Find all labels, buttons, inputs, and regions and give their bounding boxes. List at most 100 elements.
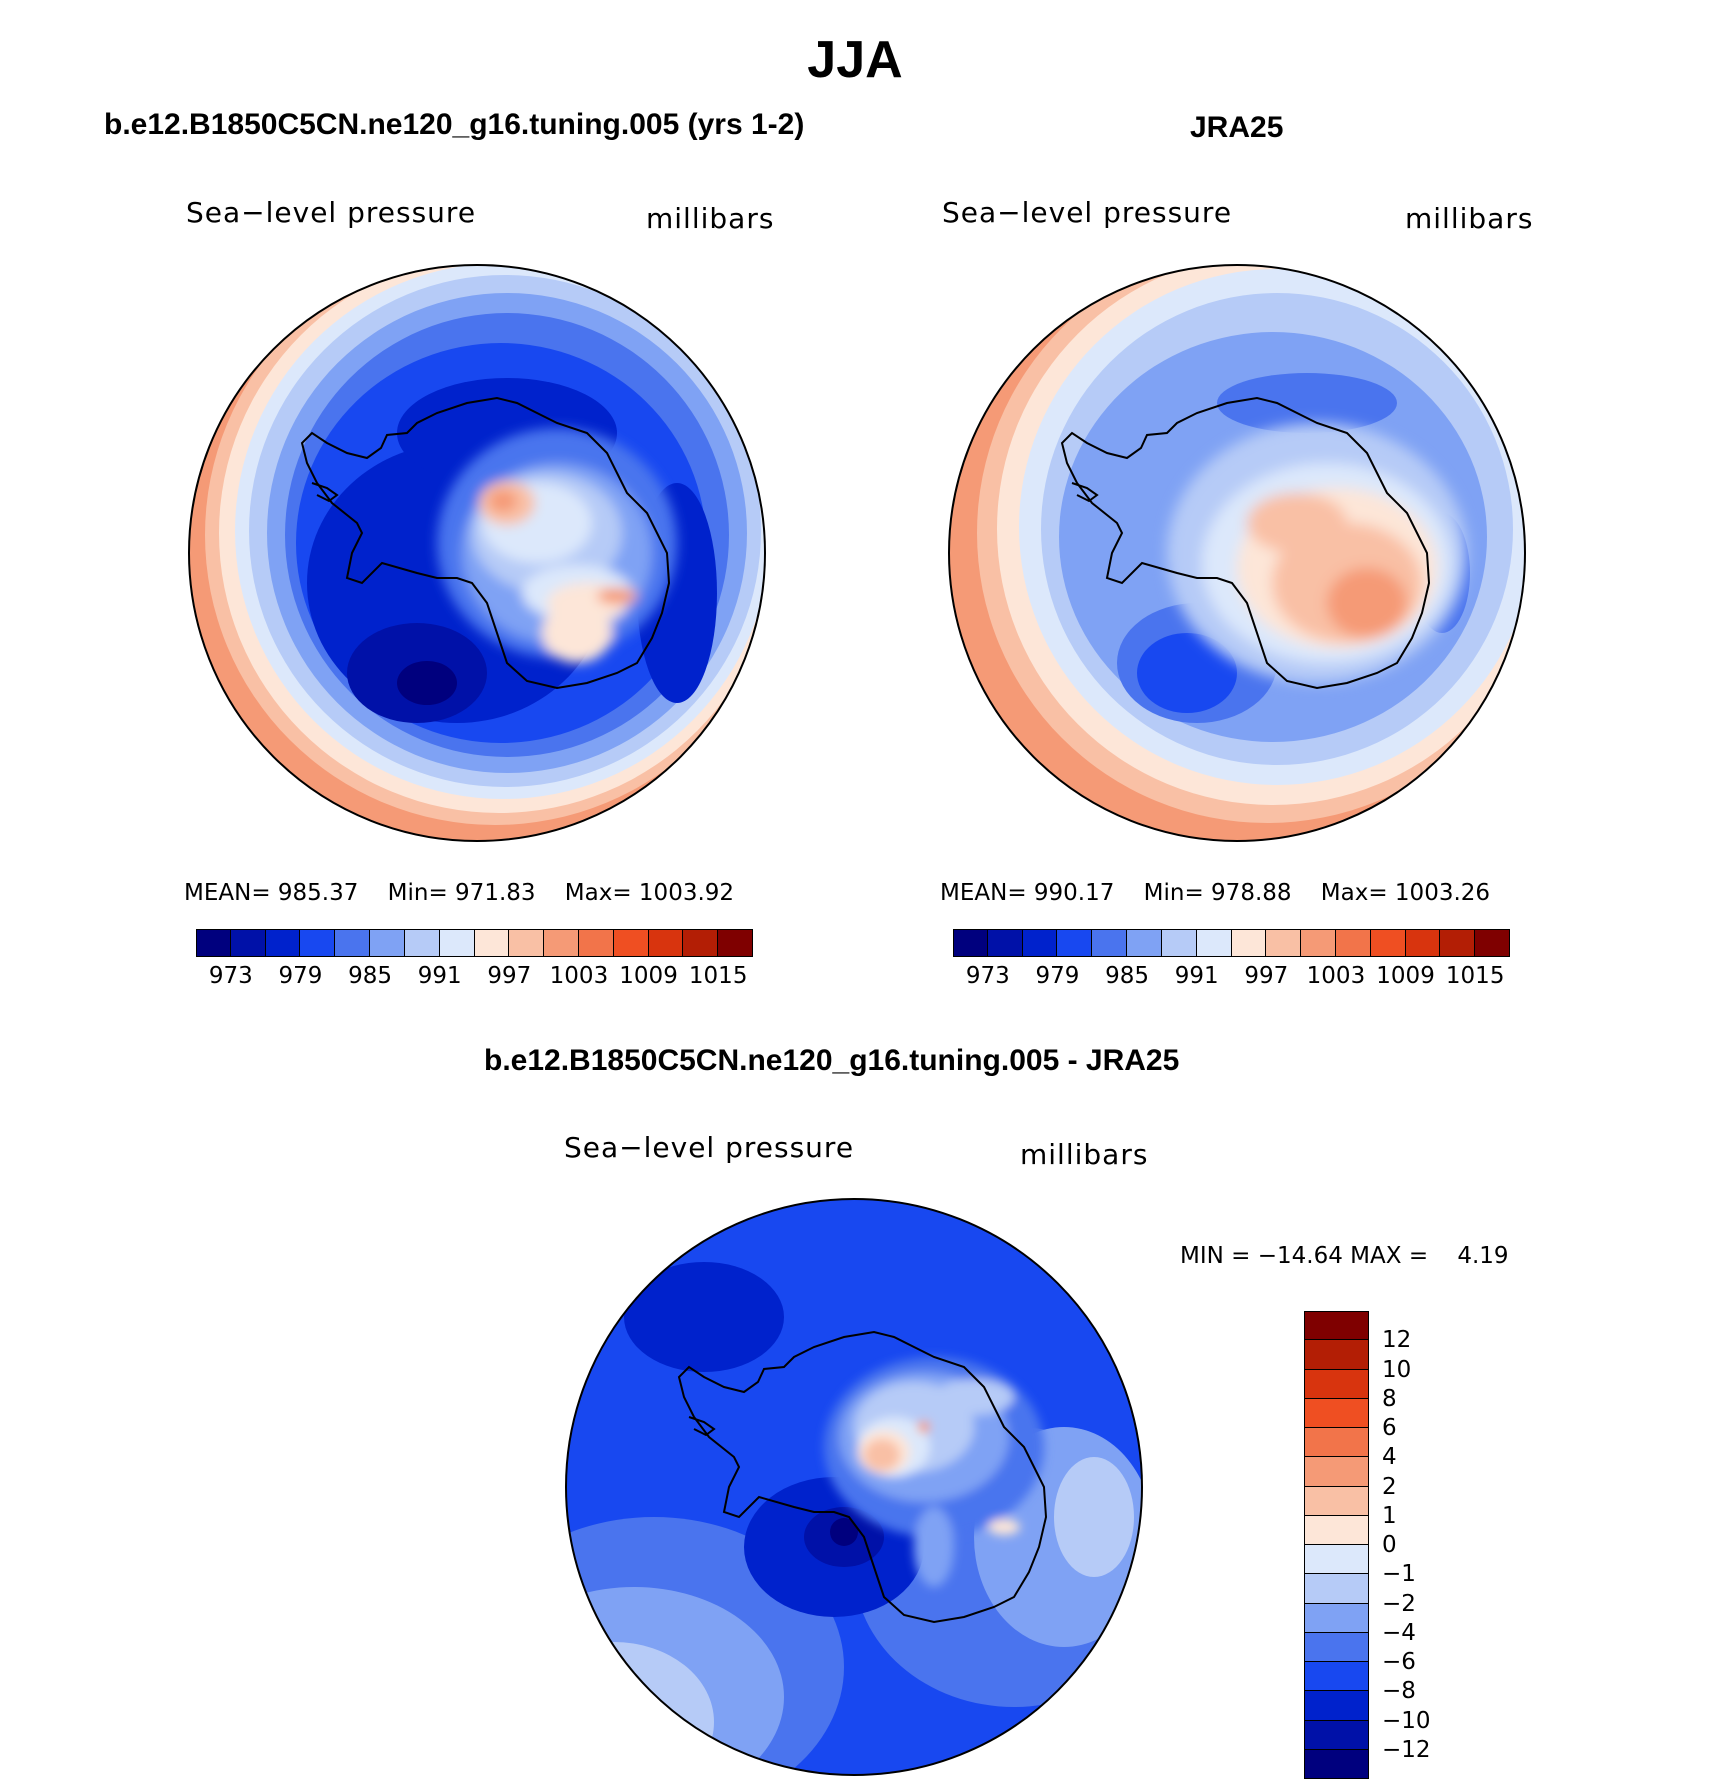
colorbar-swatch (613, 929, 649, 957)
colorbar-swatch (718, 929, 753, 957)
diff-map-border (565, 1198, 1143, 1776)
colorbar-swatch (1370, 929, 1406, 957)
obs-units-label: millibars (1405, 202, 1534, 235)
diff-colorbar (1304, 1311, 1369, 1779)
obs-max-label: Max= (1320, 880, 1388, 906)
diff-units-label: millibars (1020, 1138, 1149, 1171)
colorbar-swatch (439, 929, 475, 957)
diff-variable-label: Sea−level pressure (564, 1131, 855, 1164)
model-polar-map (188, 264, 766, 842)
colorbar-swatch (1304, 1603, 1369, 1633)
colorbar-tick-label: 973 (965, 963, 1010, 989)
colorbar-tick-label: 985 (348, 963, 393, 989)
diff-polar-map (565, 1198, 1143, 1776)
colorbar-tick-label: −6 (1382, 1649, 1416, 1675)
colorbar-tick-label: 979 (1035, 963, 1080, 989)
colorbar-swatch (1405, 929, 1441, 957)
colorbar-tick-label: 10 (1382, 1356, 1412, 1383)
colorbar-tick-label: 4 (1382, 1444, 1397, 1471)
colorbar-tick-label: −8 (1382, 1678, 1416, 1705)
colorbar-swatch (683, 929, 719, 957)
obs-mean-label: MEAN= (940, 880, 1027, 906)
model-stats: MEAN= 985.37 Min= 971.83 Max= 1003.92 (184, 880, 734, 906)
colorbar-swatch (1304, 1428, 1369, 1458)
colorbar-swatch (1057, 929, 1093, 957)
colorbar-swatch (987, 929, 1023, 957)
colorbar-swatch (1304, 1369, 1369, 1399)
diff-colorbar-ticks: 12 10 8 6 4 2 1 0 −1 −2 −4 −6 −8 −10 −12 (1382, 1311, 1442, 1779)
model-map-border (188, 264, 766, 842)
colorbar-swatch (230, 929, 266, 957)
colorbar-swatch (1304, 1574, 1369, 1604)
obs-variable-label: Sea−level pressure (942, 196, 1233, 229)
colorbar-swatch (1304, 1457, 1369, 1487)
colorbar-tick-label: 1003 (549, 963, 609, 989)
colorbar-swatch (1440, 929, 1476, 957)
colorbar-swatch (648, 929, 684, 957)
model-min-label: Min= (387, 880, 448, 906)
colorbar-swatch (1022, 929, 1058, 957)
obs-colorbar (953, 929, 1510, 957)
model-min-value: 971.83 (455, 880, 536, 906)
obs-stats: MEAN= 990.17 Min= 978.88 Max= 1003.26 (940, 880, 1490, 906)
colorbar-tick-label: 985 (1105, 963, 1150, 989)
colorbar-swatch (1266, 929, 1302, 957)
colorbar-swatch (1475, 929, 1510, 957)
diff-min-label: MIN = (1180, 1243, 1251, 1269)
colorbar-swatch (1304, 1691, 1369, 1721)
model-max-value: 1003.92 (638, 880, 735, 906)
colorbar-tick-label: 973 (208, 963, 253, 989)
colorbar-swatch (1196, 929, 1232, 957)
diff-max-label: MAX = (1350, 1243, 1429, 1269)
colorbar-swatch (1335, 929, 1371, 957)
colorbar-swatch (1231, 929, 1267, 957)
colorbar-tick-label: 8 (1382, 1385, 1397, 1412)
model-antarctica-coastline (300, 396, 671, 690)
colorbar-tick-label: 997 (1244, 963, 1289, 989)
obs-mean-value: 990.17 (1033, 880, 1115, 906)
colorbar-swatch (1301, 929, 1336, 957)
colorbar-swatch (335, 929, 371, 957)
colorbar-swatch (1304, 1749, 1369, 1779)
colorbar-tick-label: −4 (1382, 1619, 1416, 1646)
colorbar-swatch (1304, 1545, 1369, 1575)
obs-colorbar-ticks: 973 979 985 991 997 1003 1009 1015 (953, 963, 1510, 993)
model-max-label: Max= (564, 880, 632, 906)
colorbar-tick-label: 1003 (1306, 963, 1366, 989)
model-mean-label: MEAN= (184, 880, 271, 906)
colorbar-tick-label: 12 (1382, 1327, 1412, 1354)
diff-antarctica-coastline (677, 1330, 1048, 1624)
diff-stats: MIN = −14.64 MAX = 4.19 (1180, 1243, 1509, 1269)
colorbar-tick-label: −10 (1382, 1707, 1431, 1734)
colorbar-tick-label: 2 (1382, 1473, 1397, 1500)
colorbar-tick-label: −1 (1382, 1561, 1416, 1588)
colorbar-swatch (578, 929, 614, 957)
colorbar-tick-label: −12 (1382, 1736, 1431, 1763)
model-mean-value: 985.37 (277, 880, 359, 906)
model-units-label: millibars (646, 202, 775, 235)
colorbar-swatch (1304, 1398, 1369, 1428)
colorbar-swatch (370, 929, 405, 957)
colorbar-swatch (1304, 1515, 1369, 1545)
colorbar-tick-label: 1009 (619, 963, 678, 989)
obs-panel-title: JRA25 (1190, 111, 1284, 144)
colorbar-tick-label: 991 (1174, 963, 1219, 989)
colorbar-tick-label: 979 (278, 963, 323, 989)
colorbar-swatch (1304, 1340, 1369, 1370)
colorbar-swatch (265, 929, 301, 957)
model-colorbar-ticks: 973 979 985 991 997 1003 1009 1015 (196, 963, 753, 993)
colorbar-swatch (1304, 1486, 1369, 1516)
colorbar-swatch (404, 929, 440, 957)
colorbar-swatch (1092, 929, 1128, 957)
obs-min-label: Min= (1143, 880, 1204, 906)
colorbar-tick-label: 991 (417, 963, 462, 989)
colorbar-swatch (196, 929, 231, 957)
colorbar-swatch (509, 929, 545, 957)
colorbar-swatch (300, 929, 336, 957)
model-colorbar (196, 929, 753, 957)
obs-map-border (948, 264, 1526, 842)
colorbar-swatch (1304, 1662, 1369, 1692)
colorbar-swatch (1304, 1720, 1369, 1750)
obs-antarctica-coastline (1060, 396, 1431, 690)
colorbar-swatch (1127, 929, 1162, 957)
